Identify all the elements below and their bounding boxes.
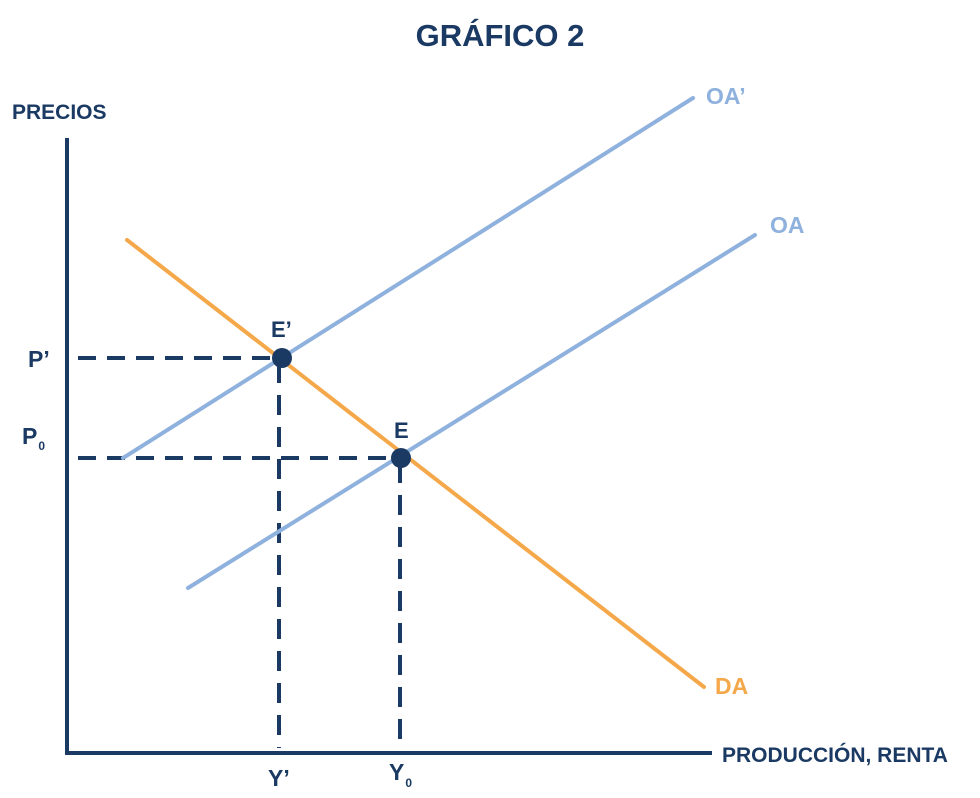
- da-label: DA: [715, 673, 748, 699]
- da-curve: [125, 238, 706, 689]
- oa-curve: [186, 233, 757, 590]
- y-prime-label: Y’: [268, 765, 290, 791]
- equilibrium-point-e: [391, 448, 411, 468]
- p-prime-label: P’: [28, 346, 50, 372]
- e-label: E: [394, 418, 409, 443]
- y0-label: Y0: [389, 759, 412, 790]
- equilibrium-point-e-prime: [272, 348, 292, 368]
- x-axis-label: PRODUCCIÓN, RENTA: [722, 743, 948, 767]
- chart-title: GRÁFICO 2: [416, 18, 585, 53]
- oa-label: OA: [770, 212, 805, 238]
- oa-prime-curve: [121, 96, 695, 460]
- oa-prime-label: OA’: [706, 83, 746, 109]
- e-prime-label: E’: [271, 317, 292, 342]
- y-axis-label: PRECIOS: [12, 101, 107, 124]
- p0-label: P0: [22, 423, 45, 453]
